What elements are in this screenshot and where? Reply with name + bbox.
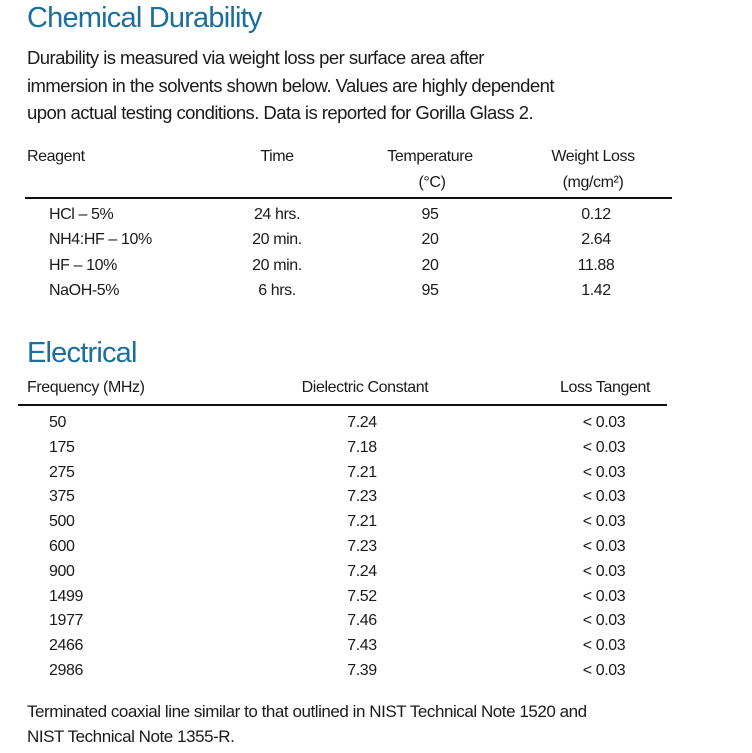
- table-divider: [18, 404, 667, 406]
- header-time: Time: [260, 148, 294, 165]
- footnote: Terminated coaxial line similar to that …: [27, 699, 690, 749]
- reagent-cell: HCl – 5%: [49, 206, 114, 223]
- weight-loss-cell: 1.42: [581, 281, 611, 299]
- loss-tangent-cell: < 0.03: [582, 612, 626, 630]
- frequency-cell: 275: [49, 463, 75, 481]
- frequency-cell: 2986: [49, 662, 83, 679]
- chemical-durability-title: Chemical Durability: [27, 2, 262, 34]
- header-reagent: Reagent: [27, 148, 85, 165]
- description-line: immersion in the solvents shown below. V…: [27, 74, 554, 96]
- weight-loss-cell: 2.64: [581, 231, 611, 249]
- frequency-cell: 500: [49, 513, 75, 531]
- frequency-cell: 375: [49, 488, 75, 506]
- dielectric-constant-cell: 7.39: [347, 662, 377, 679]
- description-line: upon actual testing conditions. Data is …: [27, 102, 534, 123]
- dielectric-constant-cell: 7.23: [347, 488, 377, 506]
- header-temperature-unit: (°C): [418, 174, 446, 191]
- frequency-cell: 1977: [49, 612, 83, 630]
- reagent-cell: NH4:HF – 10%: [49, 231, 152, 249]
- loss-tangent-cell: < 0.03: [582, 538, 626, 555]
- temperature-cell: 20: [421, 231, 439, 249]
- reagent-cell: NaOH-5%: [49, 281, 120, 299]
- description-line: Durability is measured via weight loss p…: [27, 47, 484, 68]
- frequency-cell: 600: [49, 538, 75, 555]
- time-cell: 20 min.: [252, 256, 302, 274]
- dielectric-constant-cell: 7.24: [347, 414, 377, 431]
- frequency-cell: 175: [49, 438, 75, 456]
- header-temperature: Temperature: [387, 148, 473, 165]
- frequency-cell: 1499: [49, 587, 83, 605]
- header-weight-loss: Weight Loss: [551, 148, 635, 165]
- reagent-cell: HF – 10%: [49, 256, 117, 274]
- frequency-cell: 50: [49, 414, 66, 431]
- time-cell: 24 hrs.: [253, 206, 301, 223]
- frequency-cell: 900: [49, 562, 75, 580]
- loss-tangent-cell: < 0.03: [582, 513, 626, 531]
- table-divider: [25, 197, 672, 199]
- dielectric-constant-cell: 7.43: [347, 637, 377, 655]
- dielectric-constant-cell: 7.21: [347, 513, 377, 531]
- loss-tangent-cell: < 0.03: [582, 662, 626, 679]
- weight-loss-cell: 0.12: [581, 206, 611, 223]
- loss-tangent-cell: < 0.03: [582, 488, 626, 506]
- header-loss-tangent: Loss Tangent: [559, 379, 651, 396]
- dielectric-constant-cell: 7.52: [347, 587, 377, 605]
- dielectric-constant-cell: 7.21: [347, 463, 377, 481]
- time-cell: 6 hrs.: [258, 281, 296, 299]
- weight-loss-cell: 11.88: [577, 256, 615, 274]
- header-frequency: Frequency (MHz): [27, 379, 145, 396]
- footnote-line: NIST Technical Note 1355-R.: [27, 727, 235, 746]
- dielectric-constant-cell: 7.18: [347, 438, 377, 456]
- time-cell: 20 min.: [252, 231, 302, 249]
- loss-tangent-cell: < 0.03: [582, 438, 626, 456]
- electrical-title: Electrical: [27, 337, 137, 369]
- loss-tangent-cell: < 0.03: [582, 463, 626, 481]
- dielectric-constant-cell: 7.46: [347, 612, 377, 630]
- temperature-cell: 95: [421, 281, 439, 299]
- chemical-description: Durability is measured via weight loss p…: [27, 44, 554, 127]
- loss-tangent-cell: < 0.03: [582, 414, 626, 431]
- temperature-cell: 20: [421, 256, 439, 274]
- temperature-cell: 95: [421, 206, 439, 223]
- footnote-line: Terminated coaxial line similar to that …: [27, 702, 587, 721]
- dielectric-constant-cell: 7.23: [347, 538, 377, 555]
- loss-tangent-cell: < 0.03: [582, 562, 626, 580]
- frequency-cell: 2466: [49, 637, 83, 655]
- loss-tangent-cell: < 0.03: [582, 587, 626, 605]
- header-dielectric-constant: Dielectric Constant: [301, 379, 429, 396]
- loss-tangent-cell: < 0.03: [582, 637, 626, 655]
- dielectric-constant-cell: 7.24: [347, 562, 377, 580]
- header-weight-loss-unit: (mg/cm²): [562, 174, 624, 191]
